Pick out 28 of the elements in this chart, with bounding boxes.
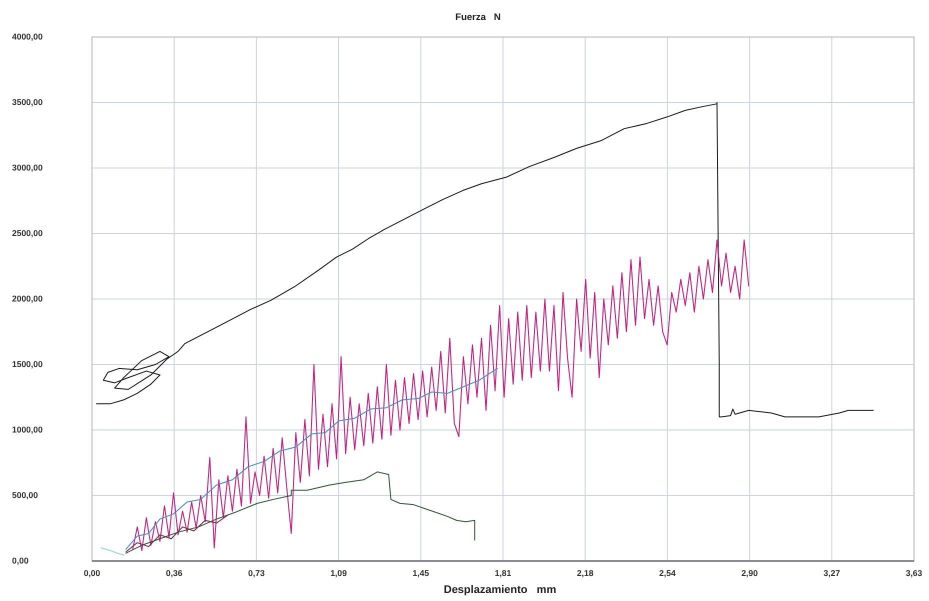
line-series bbox=[96, 102, 874, 418]
x-tick-label: 0,73 bbox=[248, 568, 265, 578]
x-tick-label: 2,90 bbox=[741, 568, 758, 578]
x-tick-label: 2,54 bbox=[659, 568, 676, 578]
line-series bbox=[125, 368, 498, 550]
x-tick-label: 2,18 bbox=[576, 568, 594, 578]
line-series bbox=[132, 240, 750, 552]
x-tick-label: 3,63 bbox=[906, 568, 923, 578]
y-tick-label: 3000,00 bbox=[12, 162, 43, 172]
x-axis-title: Desplazamiento mm bbox=[444, 584, 556, 596]
y-tick-label: 1000,00 bbox=[12, 424, 43, 434]
x-tick-label: 1,45 bbox=[412, 568, 430, 578]
x-tick-label: 0,00 bbox=[84, 568, 101, 578]
y-tick-label: 0,00 bbox=[12, 555, 29, 566]
x-tick-label: 1,81 bbox=[494, 568, 512, 578]
x-tick-label: 0,36 bbox=[166, 568, 183, 578]
line-series bbox=[100, 547, 124, 556]
line-series bbox=[125, 471, 476, 554]
y-tick-label: 1500,00 bbox=[12, 358, 43, 369]
y-tick-label: 4000,00 bbox=[12, 31, 43, 42]
x-tick-label: 3,27 bbox=[824, 568, 840, 578]
y-tick-label: 2500,00 bbox=[12, 228, 43, 238]
chart-title: Fuerza N bbox=[455, 12, 501, 23]
y-tick-label: 500,00 bbox=[12, 490, 38, 500]
line-series bbox=[125, 514, 228, 552]
x-tick-label: 1,09 bbox=[330, 568, 348, 578]
y-tick-label: 2000,00 bbox=[12, 293, 43, 304]
y-tick-label: 3500,00 bbox=[12, 96, 43, 107]
